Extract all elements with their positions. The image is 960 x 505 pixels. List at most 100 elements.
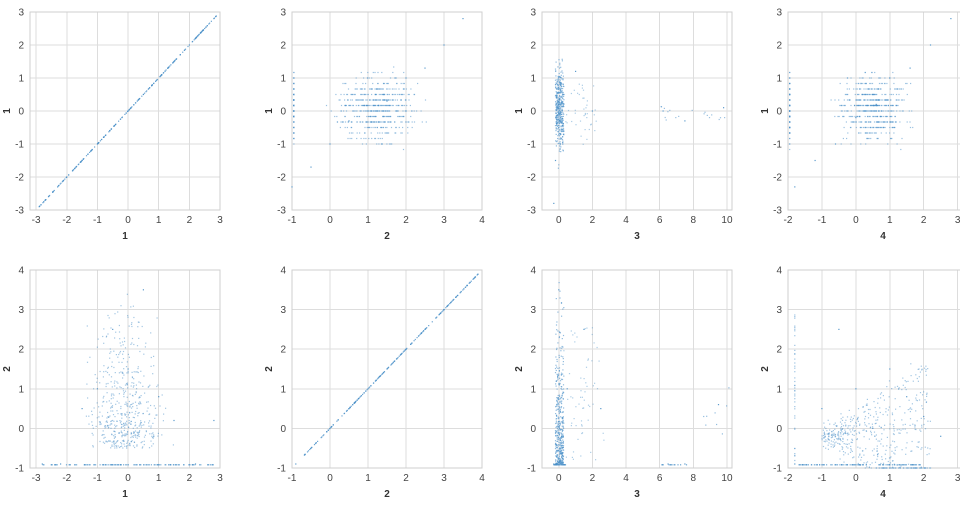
data-point [404,88,405,89]
data-point [126,412,127,413]
data-point [879,441,880,442]
data-point [585,129,586,130]
data-point [847,433,848,434]
data-point [555,69,556,70]
data-point [887,121,888,122]
data-point [911,467,912,468]
data-point [408,99,409,100]
data-point [556,128,557,129]
y-tick-label: 0 [530,424,536,435]
data-point [97,388,98,389]
data-point [893,426,894,427]
data-point [863,455,864,456]
data-point [905,464,906,465]
data-point [926,393,927,394]
data-point [832,437,833,438]
data-point [560,347,561,348]
data-point [114,125,115,126]
data-point [397,110,398,111]
data-point [55,464,56,465]
data-point [824,433,825,434]
data-point [558,106,559,107]
data-point [388,367,389,368]
data-point [854,431,855,432]
data-point [794,428,795,429]
data-point [563,358,564,359]
data-point [368,121,369,122]
data-point [394,77,395,78]
data-point [110,407,111,408]
data-point [871,434,872,435]
data-point [842,447,843,448]
data-point [586,117,587,118]
data-point [828,436,829,437]
data-point [862,464,863,465]
data-point [865,424,866,425]
x-tick-label: 2 [187,473,193,484]
data-point [794,394,795,395]
data-point [128,426,129,427]
data-point [359,132,360,133]
data-point [561,452,562,453]
panel-2: -1 0 1 2 3 4-3-2-1012321 [264,8,485,243]
data-point [841,426,842,427]
data-point [863,77,864,78]
data-point [854,415,855,416]
data-point [815,160,816,161]
data-point [559,135,560,136]
data-point [558,86,559,87]
data-point [586,367,587,368]
data-point [149,433,150,434]
data-point [841,436,842,437]
data-point [832,464,833,465]
data-point [120,345,121,346]
data-point [821,408,822,409]
data-point [885,110,886,111]
data-point [556,348,557,349]
data-point [373,121,374,122]
data-point [293,105,294,106]
data-point [920,449,921,450]
data-point [121,415,122,416]
data-point [196,36,197,37]
data-point [563,445,564,446]
data-point [816,464,817,465]
data-point [141,395,142,396]
data-point [165,464,166,465]
data-point [132,377,133,378]
data-point [365,99,366,100]
data-point [892,467,893,468]
data-point [395,94,396,95]
data-point [559,456,560,457]
data-point [862,94,863,95]
x-tick-label: -1 [817,473,826,484]
data-point [872,116,873,117]
data-point [345,121,346,122]
data-point [384,371,385,372]
data-point [715,412,716,413]
data-point [96,382,97,383]
data-point [387,88,388,89]
x-tick-label: 4 [623,473,629,484]
data-point [387,94,388,95]
data-point [561,316,562,317]
data-point [127,315,128,316]
data-point [892,121,893,122]
y-tick-label: 0 [776,424,782,435]
data-point [345,105,346,106]
data-point [144,441,145,442]
data-point [828,445,829,446]
data-point [143,464,144,465]
data-point [138,99,139,100]
data-point [893,83,894,84]
data-point [889,396,890,397]
data-point [87,464,88,465]
x-tick-label: 2 [403,473,409,484]
data-point [124,392,125,393]
data-point [863,99,864,100]
data-point [558,439,559,440]
data-point [121,427,122,428]
data-point [841,430,842,431]
data-point [844,99,845,100]
data-point [799,464,800,465]
